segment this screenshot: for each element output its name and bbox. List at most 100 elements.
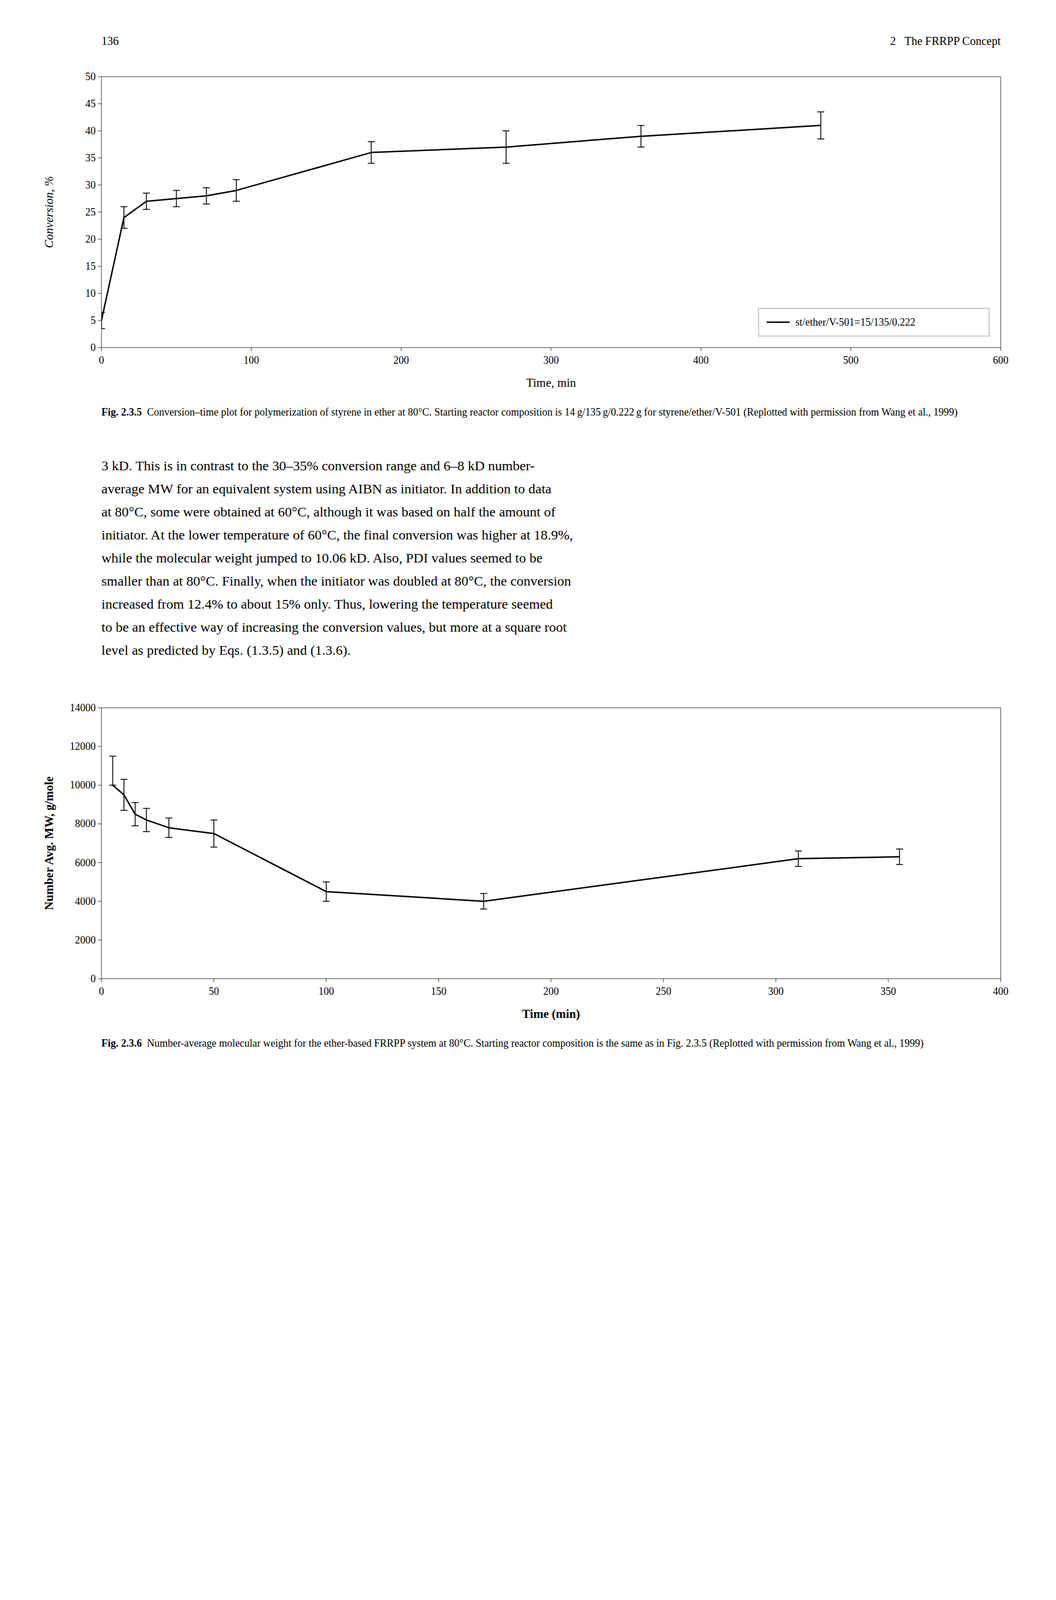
error-bar-cap (142, 192, 150, 194)
x-tick-label: 0 (99, 985, 105, 998)
error-bar (794, 851, 802, 867)
error-bar (896, 849, 904, 865)
error-bar-stem (175, 190, 177, 207)
x-tick-label: 300 (543, 354, 560, 367)
error-bar-cap (637, 125, 645, 127)
error-bar-cap (109, 755, 117, 757)
x-tick (551, 347, 552, 352)
y-tick-label: 12000 (69, 740, 96, 753)
body-text-line: average MW for an equivalent system usin… (101, 477, 1001, 501)
error-bar-cap (172, 206, 180, 208)
error-bar-stem (235, 179, 237, 202)
y-tick-label: 45 (85, 97, 96, 110)
error-bar-cap (101, 327, 105, 330)
x-tick-label: 200 (543, 985, 560, 998)
error-bar-cap (202, 187, 210, 189)
error-bar-stem (899, 849, 901, 865)
error-bar-stem (134, 802, 137, 827)
x-tick-label: 150 (431, 985, 447, 998)
error-bar-cap (896, 849, 904, 851)
error-bar-cap (210, 819, 218, 821)
body-text: 3 kD. This is in contrast to the 30–35% … (101, 454, 1001, 662)
x-tick (551, 978, 552, 983)
plot-data (101, 111, 825, 329)
page-number: 136 (101, 34, 119, 48)
y-tick-label: 30 (85, 179, 96, 191)
y-tick-label: 40 (85, 125, 96, 137)
error-bar-cap (232, 200, 240, 202)
x-tick (775, 978, 777, 983)
x-tick (251, 347, 252, 352)
error-bar-stem (101, 312, 103, 329)
running-head: 2 The FRRPP Concept (889, 34, 1001, 48)
y-tick (97, 239, 102, 240)
y-axis-label: Number Avg. MW, g/mole (42, 776, 56, 911)
body-text-line: to be an effective way of increasing the… (101, 615, 1001, 639)
error-bar (142, 193, 150, 210)
error-bar (172, 190, 180, 207)
body-text-line: level as predicted by Eqs. (1.3.5) and (… (101, 638, 1001, 662)
error-bar (502, 130, 510, 164)
x-axis-label: Time (min) (522, 1007, 581, 1021)
data-line (112, 785, 900, 901)
error-bar-cap (502, 130, 510, 132)
error-bar-stem (123, 206, 125, 229)
error-bar-cap (132, 802, 139, 804)
error-bar-cap (232, 179, 240, 181)
error-bar (101, 312, 105, 329)
error-bar-stem (123, 779, 125, 811)
error-bar-cap (480, 893, 488, 895)
y-tick (97, 76, 102, 78)
page-header: 136 2 The FRRPP Concept (101, 34, 1001, 48)
error-bar-stem (213, 820, 215, 848)
y-tick (97, 746, 102, 748)
error-bar-stem (483, 893, 485, 910)
caption-text: Conversion–time plot for polymerization … (141, 406, 958, 418)
y-tick-label: 0 (90, 972, 96, 985)
error-bar-cap (202, 203, 210, 205)
error-bar-stem (145, 808, 147, 832)
error-bar-cap (120, 227, 128, 229)
error-bar-stem (797, 851, 799, 867)
x-tick (101, 347, 103, 352)
y-tick-label: 4000 (74, 895, 96, 908)
error-bar-stem (205, 187, 207, 205)
error-bar (817, 111, 825, 139)
y-tick (97, 785, 102, 786)
error-bar-stem (168, 818, 170, 839)
caption-label: Fig. 2.3.5 (101, 406, 142, 418)
x-tick (1000, 347, 1002, 352)
caption-text: Number-average molecular weight for the … (141, 1037, 924, 1050)
x-tick (888, 978, 889, 983)
plot-frame (101, 76, 1001, 348)
error-bar-cap (142, 209, 150, 211)
error-bar-cap (817, 111, 825, 113)
error-bar-stem (325, 881, 327, 902)
error-bar-cap (120, 206, 128, 208)
plot-frame (101, 707, 1001, 979)
error-bar-cap (120, 779, 128, 781)
error-bar (109, 756, 117, 786)
error-bar-stem (820, 111, 822, 139)
x-tick (326, 978, 327, 983)
error-bar (120, 779, 128, 811)
error-bar (120, 206, 128, 229)
legend-label: st/ether/V-501=15/135/0.222 (795, 316, 916, 328)
error-bar (232, 179, 240, 202)
body-text-line: while the molecular weight jumped to 10.… (101, 546, 1001, 570)
error-bar-cap (165, 817, 173, 820)
legend-box (758, 308, 990, 337)
x-axis-label: Time, min (526, 375, 577, 390)
y-tick (97, 157, 102, 159)
x-tick-label: 400 (993, 985, 1009, 998)
error-bar (367, 141, 375, 164)
error-bar-cap (132, 825, 139, 827)
y-tick (97, 978, 102, 980)
figure-caption: Fig. 2.3.6 Number-average molecular weig… (101, 1036, 1001, 1051)
error-bar (322, 881, 330, 902)
x-tick-label: 350 (880, 985, 897, 998)
y-tick (97, 320, 102, 322)
error-bar-stem (112, 756, 114, 786)
y-axis-label: Conversion, % (42, 176, 56, 249)
x-tick-label: 300 (768, 985, 784, 998)
